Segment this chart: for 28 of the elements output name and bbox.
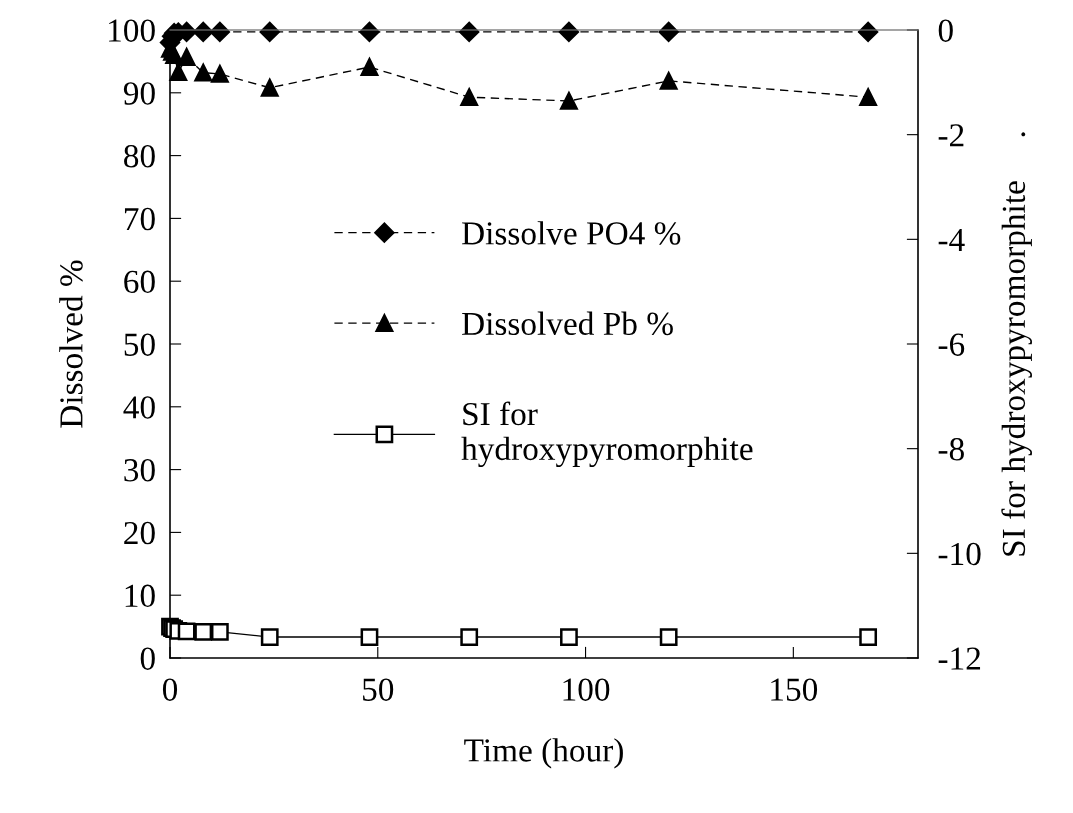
y2-tick-label: -10 [938, 542, 981, 566]
y-tick-label: 50 [124, 333, 155, 356]
x-axis-title: Time (hour) [464, 738, 623, 769]
y-tick-label: 30 [124, 459, 155, 482]
x-tick-label: 50 [363, 678, 394, 701]
y-tick-label: 100 [109, 19, 155, 42]
y2-tick-label: -4 [938, 228, 965, 251]
x-tick-label: 150 [771, 678, 818, 701]
y-tick-label: 0 [140, 647, 155, 670]
legend-label: SI for hydroxypyromorphite [461, 401, 753, 468]
y2-tick-label: 0 [938, 19, 953, 42]
legend-label: Dissolved Pb % [462, 311, 673, 336]
y-tick-label: 80 [124, 145, 155, 168]
y-tick-label: 70 [124, 207, 155, 231]
x-tick-label: 100 [563, 678, 610, 701]
y-tick-label: 40 [123, 396, 155, 419]
y-tick-label: 20 [124, 521, 155, 545]
y-tick-label: 60 [124, 270, 155, 294]
y2-tick-label: -2 [938, 124, 964, 147]
legend-label: Dissolve PO4 % [462, 221, 681, 245]
y2-tick-label: -12 [938, 647, 981, 670]
y-axis-title: Dissolved % [59, 260, 83, 428]
y-tick-label: 90 [123, 82, 155, 105]
y2-axis-title: SI for hydroxypyromorphite . [1001, 132, 1032, 556]
y2-tick-label: -8 [938, 438, 964, 461]
y-tick-label: 10 [125, 584, 155, 608]
y2-tick-label: -6 [938, 333, 965, 356]
x-tick-label: 0 [162, 678, 178, 701]
